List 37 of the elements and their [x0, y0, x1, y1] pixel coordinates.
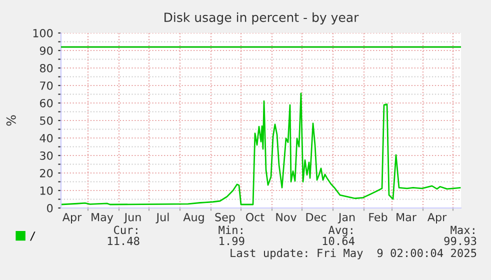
y-tick-label: 50 — [40, 116, 53, 125]
x-tick-label: Nov — [276, 213, 297, 222]
x-tick-label: Aug — [183, 213, 204, 224]
text: 10.64 — [322, 236, 354, 246]
text: 1.99 — [220, 236, 244, 246]
x-tick-label: Oct — [246, 212, 264, 222]
text: 99.93 — [444, 236, 476, 246]
y-tick-label: 90 — [40, 46, 53, 55]
x-tick-label: May — [92, 213, 114, 224]
y-axis-title: % — [6, 115, 16, 126]
x-tick-label: Mar — [396, 213, 416, 222]
y-tick-label: 100 — [33, 28, 53, 38]
y-tick-label: 20 — [40, 168, 53, 178]
x-tick-label: Jul — [156, 212, 169, 224]
x-tick-label: Sep — [215, 212, 235, 224]
x-tick-label: Apr — [62, 213, 82, 224]
y-tick-label: 80 — [40, 64, 53, 72]
y-tick-label: 70 — [40, 81, 53, 90]
x-tick-label: Jun — [124, 213, 141, 224]
text: Avg: — [328, 226, 352, 236]
text: Last update: Fri May 9 02:00:04 2025 — [230, 248, 476, 260]
text: 11.48 — [108, 236, 140, 246]
text: Min: — [218, 226, 242, 234]
y-tick-label: 60 — [40, 98, 53, 108]
x-tick-label: Apr — [427, 213, 447, 224]
text: Cur: — [114, 226, 138, 234]
legend-label: / — [30, 232, 36, 241]
y-tick-label: 10 — [40, 186, 53, 195]
chart-title: Disk usage in percent - by year — [164, 12, 359, 24]
y-tick-label: 30 — [40, 151, 53, 160]
x-tick-label: Dec — [306, 213, 326, 222]
text: Max: — [450, 226, 474, 234]
y-tick-label: 0 — [47, 204, 53, 212]
line-series — [61, 92, 461, 206]
x-tick-label: Feb — [369, 212, 388, 222]
y-tick-label: 40 — [40, 134, 53, 142]
x-tick-label: Jan — [338, 213, 355, 224]
